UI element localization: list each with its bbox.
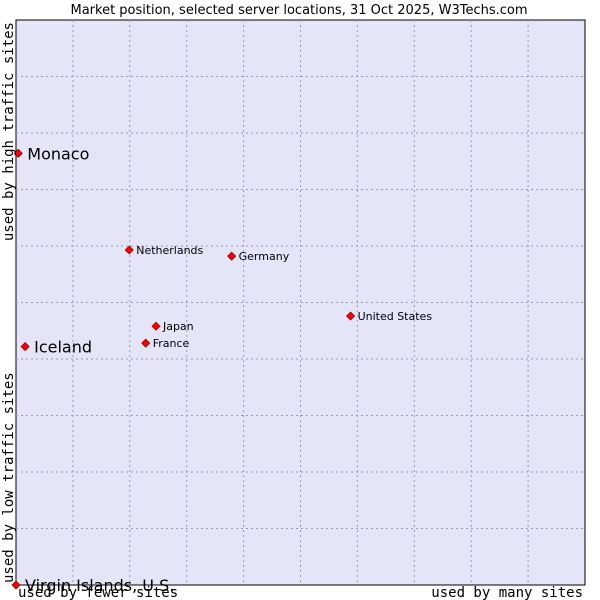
x-axis-label-left: used by fewer sites — [18, 585, 178, 600]
data-point-label: United States — [358, 310, 433, 323]
y-axis-label-low: used by low traffic sites — [1, 372, 17, 583]
data-point-label: Iceland — [34, 338, 92, 357]
grid-lines — [16, 20, 585, 585]
data-point-label: Japan — [162, 320, 194, 333]
data-point-label: Monaco — [27, 144, 89, 163]
data-point-label: Germany — [239, 250, 290, 263]
data-point-label: Virgin Islands, U.S. — [25, 576, 174, 595]
data-point-marker — [227, 251, 237, 261]
data-point-marker — [20, 342, 30, 352]
data-point-marker — [11, 580, 21, 590]
x-axis-label-right: used by many sites — [431, 585, 583, 600]
chart-title: Market position, selected server locatio… — [70, 3, 527, 18]
data-point-label: Netherlands — [136, 244, 203, 257]
data-points: Monaco Iceland Virgin Islands, U.S. Netherl… — [11, 144, 433, 595]
data-point-marker — [124, 245, 134, 255]
data-point-marker — [151, 321, 161, 331]
data-point-label: France — [153, 337, 190, 350]
data-point-marker — [13, 148, 23, 158]
data-point-marker — [141, 338, 151, 348]
data-point-marker — [346, 311, 356, 321]
y-axis-label-high: used by high traffic sites — [1, 22, 17, 241]
